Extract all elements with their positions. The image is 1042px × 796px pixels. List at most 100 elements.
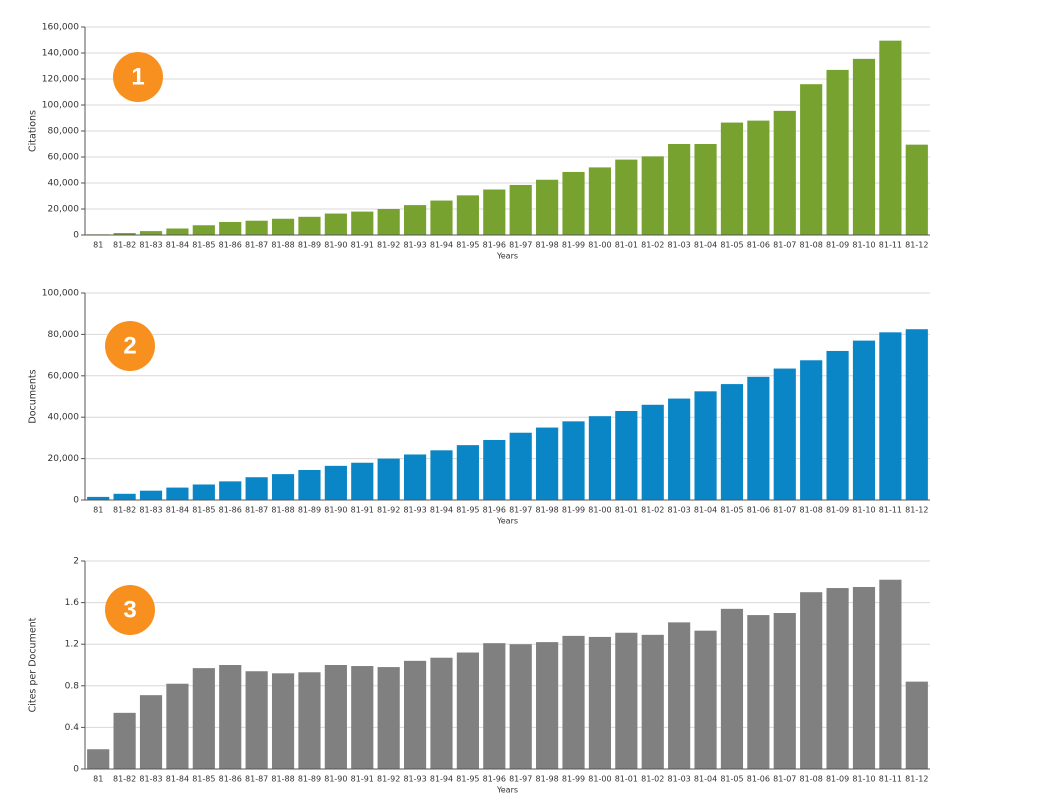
bar xyxy=(720,122,744,235)
bar xyxy=(826,588,849,769)
bar xyxy=(536,642,559,769)
bar xyxy=(351,211,374,235)
x-tick-label: 81-96 xyxy=(483,506,506,515)
x-tick-label: 81-90 xyxy=(324,241,347,250)
x-tick-label: 81-06 xyxy=(747,506,770,515)
x-tick-label: 81-90 xyxy=(324,775,347,784)
badge-number: 1 xyxy=(131,63,144,90)
bar xyxy=(377,209,400,235)
bar xyxy=(324,465,347,500)
x-tick-label: 81-09 xyxy=(826,775,849,784)
x-tick-label: 81-89 xyxy=(298,241,321,250)
x-tick-label: 81-02 xyxy=(641,506,664,515)
bar xyxy=(536,427,559,500)
bar xyxy=(271,673,295,769)
bar xyxy=(192,484,215,500)
bar xyxy=(588,416,612,500)
bar xyxy=(192,668,215,769)
bar xyxy=(245,477,268,500)
x-tick-label: 81-06 xyxy=(747,775,770,784)
x-tick-label: 81-86 xyxy=(219,241,242,250)
bar xyxy=(324,213,347,235)
x-tick-label: 81-11 xyxy=(879,241,902,250)
x-tick-label: 81-07 xyxy=(773,506,796,515)
bar xyxy=(298,672,321,769)
bar xyxy=(271,218,295,235)
x-tick-label: 81-03 xyxy=(668,775,691,784)
x-tick-label: 81-85 xyxy=(192,241,215,250)
bar xyxy=(615,159,638,235)
x-tick-label: 81-86 xyxy=(219,506,242,515)
x-tick-label: 81-84 xyxy=(166,506,189,515)
bar xyxy=(668,398,691,500)
x-tick-label: 81-82 xyxy=(113,241,136,250)
x-tick-label: 81-96 xyxy=(483,775,506,784)
bar xyxy=(430,657,453,769)
bar xyxy=(852,58,876,235)
x-tick-label: 81-01 xyxy=(615,506,638,515)
x-tick-label: 81-94 xyxy=(430,775,453,784)
badge-number: 3 xyxy=(123,596,136,623)
x-tick-label: 81-02 xyxy=(641,241,664,250)
x-tick-label: 81-85 xyxy=(192,506,215,515)
x-tick-label: 81-84 xyxy=(166,775,189,784)
x-tick-label: 81-94 xyxy=(430,506,453,515)
bar xyxy=(351,462,374,500)
y-tick-label: 40,000 xyxy=(48,179,80,189)
bar xyxy=(720,608,744,769)
x-tick-label: 81-05 xyxy=(720,775,743,784)
x-tick-label: 81-00 xyxy=(588,241,611,250)
x-tick-label: 81-87 xyxy=(245,775,268,784)
bar xyxy=(905,329,928,500)
bar xyxy=(509,432,532,500)
bar xyxy=(694,144,717,235)
y-tick-label: 80,000 xyxy=(48,127,80,137)
bar xyxy=(219,665,242,769)
bar xyxy=(403,660,427,769)
x-tick-label: 81-06 xyxy=(747,241,770,250)
x-tick-label: 81-04 xyxy=(694,775,717,784)
bar xyxy=(483,439,506,500)
y-tick-label: 40,000 xyxy=(48,413,80,423)
x-tick-label: 81-91 xyxy=(351,506,374,515)
bar xyxy=(773,110,796,235)
x-tick-label: 81-12 xyxy=(905,775,928,784)
x-tick-label: 81-98 xyxy=(535,241,558,250)
x-tick-label: 81-95 xyxy=(456,775,479,784)
x-axis-title: Years xyxy=(496,786,518,795)
x-tick-label: 81-10 xyxy=(852,241,875,250)
bar xyxy=(879,332,902,500)
x-tick-label: 81-08 xyxy=(800,241,823,250)
bar xyxy=(668,144,691,235)
bar xyxy=(113,712,136,769)
x-tick-label: 81-10 xyxy=(852,506,875,515)
y-tick-label: 60,000 xyxy=(48,153,80,163)
x-tick-label: 81-04 xyxy=(694,506,717,515)
bar xyxy=(720,384,744,500)
bar xyxy=(562,171,585,235)
y-tick-label: 0 xyxy=(73,496,79,506)
bar xyxy=(430,450,453,500)
x-tick-label: 81-12 xyxy=(905,506,928,515)
bar xyxy=(166,228,189,235)
bar xyxy=(245,671,268,769)
y-axis-title: Citations xyxy=(28,110,39,152)
badge-number: 2 xyxy=(123,332,136,359)
bar xyxy=(615,632,638,769)
x-tick-label: 81-01 xyxy=(615,241,638,250)
bar xyxy=(298,216,321,235)
x-tick-label: 81-99 xyxy=(562,775,585,784)
x-tick-label: 81-82 xyxy=(113,506,136,515)
x-tick-label: 81-01 xyxy=(615,775,638,784)
x-tick-label: 81-05 xyxy=(720,506,743,515)
x-tick-label: 81-83 xyxy=(139,506,162,515)
x-tick-label: 81-08 xyxy=(800,775,823,784)
x-tick-label: 81-10 xyxy=(852,775,875,784)
x-tick-label: 81 xyxy=(93,241,103,250)
bar xyxy=(773,368,796,500)
y-axis-title: Cites per Document xyxy=(28,617,39,712)
y-tick-label: 0 xyxy=(73,765,79,775)
bar xyxy=(668,622,691,769)
bar xyxy=(905,144,928,235)
bar xyxy=(139,231,163,235)
